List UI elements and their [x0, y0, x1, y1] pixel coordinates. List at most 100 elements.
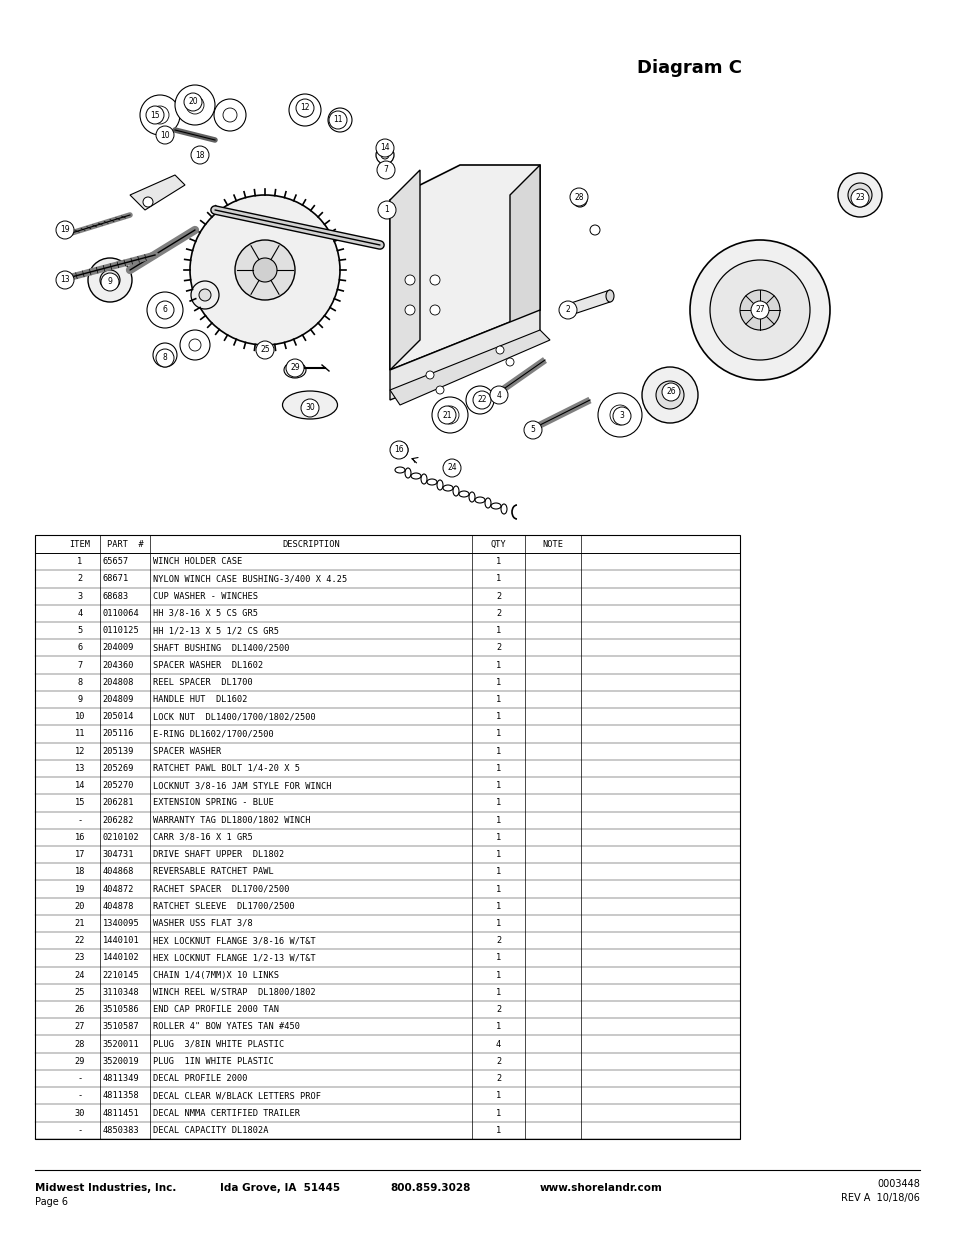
- Circle shape: [430, 275, 439, 285]
- Text: WINCH HOLDER CASE: WINCH HOLDER CASE: [152, 557, 242, 566]
- Text: CUP WASHER - WINCHES: CUP WASHER - WINCHES: [152, 592, 257, 600]
- Text: 204809: 204809: [103, 695, 134, 704]
- Circle shape: [432, 396, 468, 433]
- Text: 1: 1: [496, 1126, 500, 1135]
- Text: 1: 1: [496, 747, 500, 756]
- Circle shape: [569, 188, 587, 206]
- Text: 13: 13: [74, 764, 85, 773]
- Text: 68683: 68683: [103, 592, 129, 600]
- Polygon shape: [510, 165, 539, 340]
- Text: 18: 18: [74, 867, 85, 877]
- Text: 3: 3: [77, 592, 82, 600]
- Circle shape: [395, 446, 403, 454]
- Text: 0210102: 0210102: [103, 832, 139, 842]
- Text: HEX LOCKNUT FLANGE 3/8-16 W/T&T: HEX LOCKNUT FLANGE 3/8-16 W/T&T: [152, 936, 315, 945]
- Text: RATCHET PAWL BOLT 1/4-20 X 5: RATCHET PAWL BOLT 1/4-20 X 5: [152, 764, 299, 773]
- Text: DECAL CAPACITY DL1802A: DECAL CAPACITY DL1802A: [152, 1126, 268, 1135]
- Text: DECAL PROFILE 2000: DECAL PROFILE 2000: [152, 1074, 247, 1083]
- Text: 30: 30: [74, 1109, 85, 1118]
- Circle shape: [289, 94, 320, 126]
- Text: E-RING DL1602/1700/2500: E-RING DL1602/1700/2500: [152, 730, 274, 739]
- Text: 26: 26: [665, 388, 675, 396]
- Text: 404868: 404868: [103, 867, 134, 877]
- Text: 2: 2: [496, 936, 500, 945]
- Circle shape: [573, 193, 586, 207]
- Text: 20: 20: [188, 98, 197, 106]
- Text: 0110064: 0110064: [103, 609, 139, 618]
- Text: 205116: 205116: [103, 730, 134, 739]
- Text: 10: 10: [160, 131, 170, 140]
- Text: 3: 3: [618, 411, 624, 420]
- Circle shape: [88, 258, 132, 303]
- Circle shape: [186, 96, 204, 114]
- Circle shape: [837, 173, 882, 217]
- Circle shape: [253, 258, 276, 282]
- Text: 1: 1: [496, 574, 500, 583]
- Polygon shape: [525, 425, 534, 435]
- Text: 1340095: 1340095: [103, 919, 139, 927]
- Text: 4811349: 4811349: [103, 1074, 139, 1083]
- Text: 1: 1: [496, 782, 500, 790]
- Text: 2210145: 2210145: [103, 971, 139, 979]
- Text: 65657: 65657: [103, 557, 129, 566]
- Text: EXTENSION SPRING - BLUE: EXTENSION SPRING - BLUE: [152, 798, 274, 808]
- Text: PART  #: PART #: [107, 540, 143, 548]
- Text: 1: 1: [496, 867, 500, 877]
- Circle shape: [390, 441, 408, 459]
- Text: 2: 2: [77, 574, 82, 583]
- Circle shape: [392, 442, 408, 458]
- Text: SPACER WASHER: SPACER WASHER: [152, 747, 221, 756]
- Text: PLUG  1IN WHITE PLASTIC: PLUG 1IN WHITE PLASTIC: [152, 1057, 274, 1066]
- Text: 2: 2: [496, 609, 500, 618]
- Text: 19: 19: [60, 226, 70, 235]
- Circle shape: [56, 221, 74, 240]
- Text: 1: 1: [496, 884, 500, 894]
- Text: -: -: [77, 1092, 82, 1100]
- Text: 11: 11: [74, 730, 85, 739]
- Text: 1: 1: [496, 1023, 500, 1031]
- Text: CHAIN 1/4(7MM)X 10 LINKS: CHAIN 1/4(7MM)X 10 LINKS: [152, 971, 278, 979]
- Circle shape: [100, 270, 120, 290]
- Text: CARR 3/8-16 X 1 GR5: CARR 3/8-16 X 1 GR5: [152, 832, 253, 842]
- Text: DECAL CLEAR W/BLACK LETTERS PROF: DECAL CLEAR W/BLACK LETTERS PROF: [152, 1092, 320, 1100]
- Text: 21: 21: [442, 410, 452, 420]
- Text: Ida Grove, IA  51445: Ida Grove, IA 51445: [220, 1183, 340, 1193]
- Text: 25: 25: [74, 988, 85, 997]
- Circle shape: [465, 387, 494, 414]
- Circle shape: [255, 341, 274, 359]
- Text: SHAFT BUSHING  DL1400/2500: SHAFT BUSHING DL1400/2500: [152, 643, 289, 652]
- Text: 15: 15: [150, 110, 160, 120]
- Text: 13: 13: [60, 275, 70, 284]
- Text: WASHER USS FLAT 3/8: WASHER USS FLAT 3/8: [152, 919, 253, 927]
- Circle shape: [375, 140, 394, 157]
- Ellipse shape: [284, 362, 306, 378]
- Text: 3520011: 3520011: [103, 1040, 139, 1049]
- Circle shape: [664, 390, 675, 400]
- Text: 24: 24: [447, 463, 456, 473]
- Text: 2: 2: [496, 1057, 500, 1066]
- Text: 14: 14: [74, 782, 85, 790]
- Text: 1: 1: [496, 730, 500, 739]
- Text: 3520019: 3520019: [103, 1057, 139, 1066]
- Text: 1: 1: [496, 1092, 500, 1100]
- Circle shape: [151, 106, 169, 124]
- Text: 3110348: 3110348: [103, 988, 139, 997]
- Ellipse shape: [605, 290, 614, 303]
- Text: 11: 11: [333, 116, 342, 125]
- Text: LOCK NUT  DL1400/1700/1802/2500: LOCK NUT DL1400/1700/1802/2500: [152, 713, 315, 721]
- Circle shape: [641, 367, 698, 424]
- Text: 0003448: 0003448: [876, 1179, 919, 1189]
- Text: 1: 1: [496, 953, 500, 962]
- Text: 1: 1: [496, 850, 500, 860]
- Circle shape: [223, 107, 236, 122]
- Circle shape: [436, 387, 443, 394]
- Text: RATCHET SLEEVE  DL1700/2500: RATCHET SLEEVE DL1700/2500: [152, 902, 294, 910]
- Text: 27: 27: [755, 305, 764, 315]
- Text: 1: 1: [77, 557, 82, 566]
- Circle shape: [750, 301, 768, 319]
- Text: 29: 29: [74, 1057, 85, 1066]
- Text: 4: 4: [497, 390, 501, 399]
- Circle shape: [854, 190, 864, 200]
- Text: www.shorelandr.com: www.shorelandr.com: [539, 1183, 662, 1193]
- Text: 1: 1: [496, 815, 500, 825]
